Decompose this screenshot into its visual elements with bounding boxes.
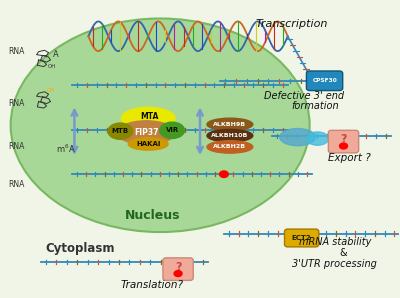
- Text: OH: OH: [48, 64, 56, 69]
- FancyBboxPatch shape: [306, 71, 343, 91]
- Text: MTA: MTA: [140, 112, 158, 121]
- Text: HAKAI: HAKAI: [136, 141, 160, 147]
- Circle shape: [329, 82, 338, 89]
- Text: ?: ?: [340, 134, 347, 144]
- Ellipse shape: [121, 107, 175, 130]
- Text: &: &: [339, 249, 346, 258]
- Text: A: A: [52, 49, 58, 59]
- Text: VIR: VIR: [166, 127, 179, 133]
- Text: OH: OH: [46, 88, 55, 93]
- Text: m$^6$A: m$^6$A: [56, 143, 76, 155]
- Text: Export ?: Export ?: [328, 153, 371, 163]
- Ellipse shape: [160, 122, 184, 139]
- Text: RNA: RNA: [9, 46, 25, 56]
- Ellipse shape: [128, 138, 168, 150]
- Text: formation: formation: [292, 101, 340, 111]
- Circle shape: [305, 233, 314, 240]
- Ellipse shape: [117, 121, 175, 145]
- FancyBboxPatch shape: [328, 130, 359, 153]
- Text: ALKBH10B: ALKBH10B: [211, 133, 248, 138]
- Circle shape: [340, 143, 348, 149]
- Ellipse shape: [307, 132, 328, 145]
- Text: RNA: RNA: [9, 99, 25, 108]
- Text: Cytoplasm: Cytoplasm: [46, 242, 115, 255]
- FancyBboxPatch shape: [284, 229, 319, 247]
- Text: ALKBH2B: ALKBH2B: [213, 145, 246, 149]
- Text: CPSF30: CPSF30: [312, 78, 337, 83]
- Text: Translation?: Translation?: [121, 280, 184, 291]
- Text: RNA: RNA: [9, 142, 25, 150]
- Ellipse shape: [207, 141, 253, 153]
- Text: mRNA stability: mRNA stability: [298, 238, 371, 247]
- Text: 3'UTR processing: 3'UTR processing: [292, 259, 377, 269]
- Text: ALKBH9B: ALKBH9B: [213, 122, 246, 127]
- Ellipse shape: [108, 123, 133, 139]
- Circle shape: [174, 271, 182, 277]
- Text: Nucleus: Nucleus: [124, 209, 180, 222]
- Ellipse shape: [280, 128, 316, 146]
- Text: MTB: MTB: [112, 128, 129, 134]
- Ellipse shape: [207, 118, 253, 131]
- Text: Transcription: Transcription: [256, 19, 328, 30]
- Ellipse shape: [207, 129, 253, 142]
- Text: RNA: RNA: [9, 180, 25, 189]
- Text: ?: ?: [175, 262, 181, 272]
- Ellipse shape: [11, 18, 310, 232]
- Circle shape: [220, 171, 228, 178]
- Text: Defective 3' end: Defective 3' end: [264, 91, 344, 101]
- FancyBboxPatch shape: [163, 258, 193, 280]
- Text: ECT2: ECT2: [292, 235, 312, 241]
- Text: FIP37: FIP37: [134, 128, 158, 136]
